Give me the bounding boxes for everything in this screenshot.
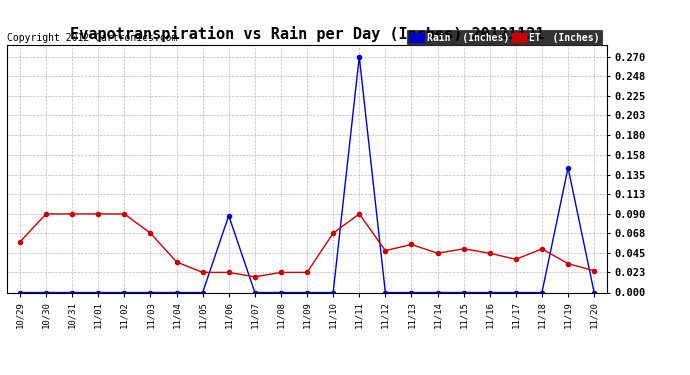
Legend: Rain  (Inches), ET  (Inches): Rain (Inches), ET (Inches): [407, 30, 602, 45]
Text: Copyright 2012 Cartronics.com: Copyright 2012 Cartronics.com: [7, 33, 177, 42]
Title: Evapotranspiration vs Rain per Day (Inches) 20121121: Evapotranspiration vs Rain per Day (Inch…: [70, 27, 544, 42]
